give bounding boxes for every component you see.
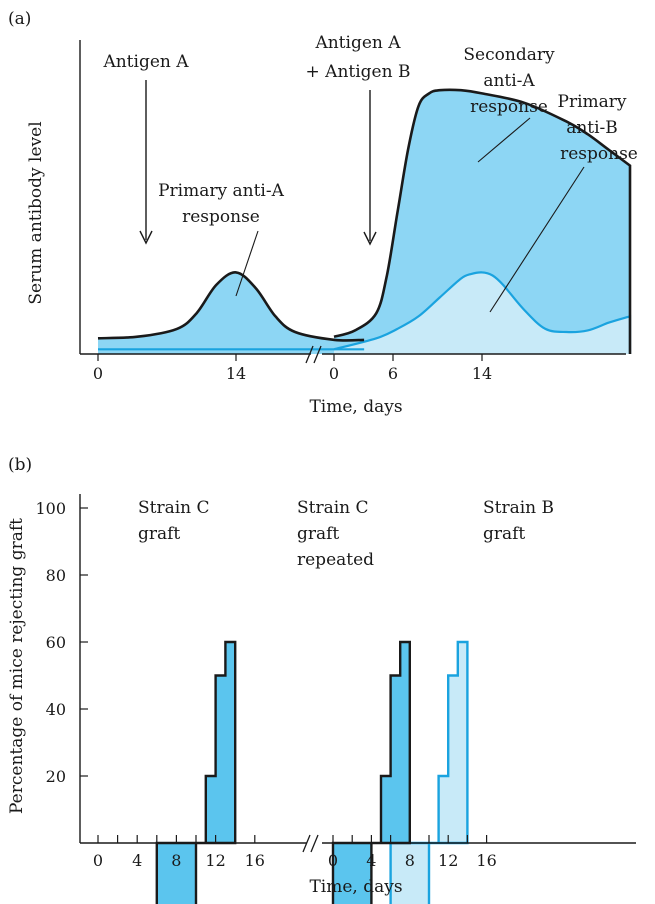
secondary-anti-a-leader <box>477 117 531 163</box>
panel-b-bars <box>155 640 469 904</box>
primary-anti-a-leader <box>235 230 259 297</box>
panel-b-x-tick-labels: 0 4 8 12 16 0 4 8 12 16 <box>93 851 497 870</box>
x-tick-label: 12 <box>438 851 458 870</box>
x-tick-label: 4 <box>132 851 142 870</box>
anti-a-primary-line <box>97 271 365 342</box>
strain-c-graft-label-line2: graft <box>138 524 180 544</box>
panel-a-tick-0-second: 0 <box>329 364 339 383</box>
panel-a-x-label: Time, days <box>309 397 402 417</box>
primary-anti-a-line2: response <box>182 207 260 227</box>
strain-b-graft-label-line1: Strain B <box>483 498 554 518</box>
panel-b-label: (b) <box>8 455 32 475</box>
secondary-anti-a-line3: response <box>470 97 548 117</box>
x-tick-label: 4 <box>366 851 376 870</box>
panel-b-ytick-100: 100 <box>35 499 66 518</box>
antigen-a-arrowhead-icon <box>139 230 153 245</box>
panel-a-tick-6: 6 <box>388 364 398 383</box>
anti-a-secondary-line <box>333 88 632 354</box>
panel-a-label: (a) <box>8 9 31 29</box>
primary-anti-b-line2: anti-B <box>566 118 618 138</box>
panel-b-ytick-80: 80 <box>46 566 66 585</box>
x-tick-label: 16 <box>476 851 496 870</box>
panel-a-axis-break <box>305 345 322 364</box>
panel-a-y-label: Serum antibody level <box>26 121 46 304</box>
x-tick-label: 0 <box>328 851 338 870</box>
panel-a-x-ticks <box>97 354 483 361</box>
strain-c-repeated-label-line2: graft <box>297 524 339 544</box>
secondary-anti-a-line2: anti-A <box>483 71 535 91</box>
strain-c-graft-label-line1: Strain C <box>138 498 210 518</box>
primary-anti-b-leader <box>489 166 585 313</box>
panel-b-x-label: Time, days <box>309 877 402 897</box>
x-tick-label: 0 <box>93 851 103 870</box>
anti-b-primary-area <box>334 272 630 354</box>
primary-anti-b-line3: response <box>560 144 638 164</box>
x-tick-label: 16 <box>245 851 265 870</box>
panel-b-y-ticks <box>80 507 88 777</box>
panel-b-ytick-20: 20 <box>46 767 66 786</box>
panel-a-tick-0: 0 <box>93 364 103 383</box>
panel-a-tick-14: 14 <box>226 364 246 383</box>
panel-b-ytick-60: 60 <box>46 633 66 652</box>
x-tick-label: 8 <box>171 851 181 870</box>
secondary-anti-a-line1: Secondary <box>463 45 555 65</box>
panel-a: (a) Serum antibody level 0 14 <box>8 9 638 417</box>
strain-c-repeated-label-line1: Strain C <box>297 498 369 518</box>
x-tick-label: 8 <box>405 851 415 870</box>
panel-b: (b) Percentage of mice rejecting graft 1… <box>7 455 636 904</box>
panel-a-areas <box>97 88 632 354</box>
panel-b-y-label: Percentage of mice rejecting graft <box>7 518 27 814</box>
panel-b-ytick-40: 40 <box>46 700 66 719</box>
antigen-ab-label-line1: Antigen A <box>314 33 401 53</box>
x-tick-label: 12 <box>205 851 225 870</box>
antigen-ab-label-line2: + Antigen B <box>306 62 411 82</box>
anti-b-line <box>333 271 632 354</box>
primary-anti-b-line1: Primary <box>558 92 627 112</box>
panel-a-tick-14-second: 14 <box>472 364 492 383</box>
primary-anti-a-line1: Primary anti-A <box>158 181 284 201</box>
strain-c-repeated-label-line3: repeated <box>297 550 374 570</box>
panel-b-axis-break <box>302 834 319 853</box>
antigen-ab-arrowhead-icon <box>363 231 377 246</box>
anti-a-primary-area <box>98 272 365 354</box>
strain-b-graft-label-line2: graft <box>483 524 525 544</box>
antigen-a-label: Antigen A <box>102 52 189 72</box>
panel-b-x-ticks <box>97 835 488 843</box>
